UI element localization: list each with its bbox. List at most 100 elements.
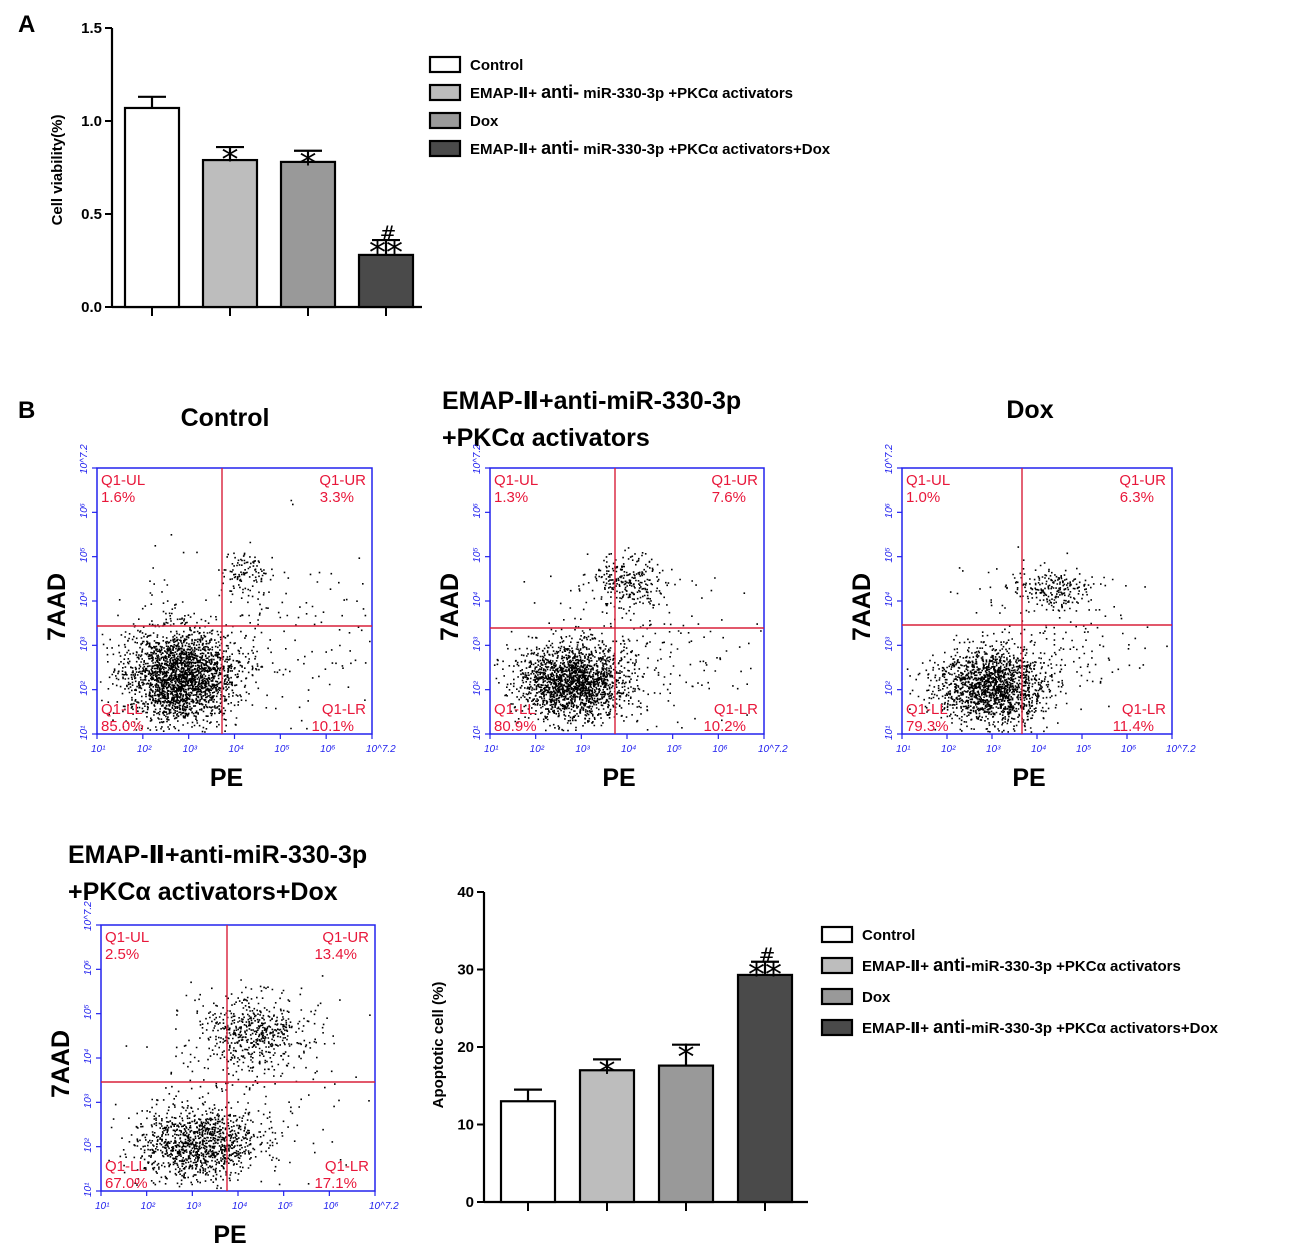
quadrant-lr-value: 17.1%: [314, 1175, 357, 1192]
quadrant-ur-name: Q1-UR: [1119, 472, 1166, 489]
legend-swatch: [820, 1018, 854, 1037]
legend-label: Dox: [862, 989, 891, 1006]
legend-swatch: [428, 139, 462, 158]
quadrant-ul-value: 2.5%: [105, 946, 139, 963]
quadrant-lr-name: Q1-LR: [322, 701, 366, 718]
legend-label: EMAP-Ⅱ+ anti- miR-330-3p +PKCα activator…: [470, 82, 793, 102]
x-tick-label: 10⁵: [274, 744, 289, 755]
y-tick-label: 40: [457, 884, 474, 901]
x-tick-label: 10^7.2: [366, 744, 396, 755]
quadrant-ll-value: 79.3%: [906, 718, 949, 735]
x-tick-label: 10⁴: [621, 744, 636, 755]
quadrant-ul-name: Q1-UL: [494, 472, 538, 489]
y-tick-label: 20: [457, 1039, 474, 1056]
significance-stars: **: [369, 233, 403, 273]
y-tick-label: 10^7.2: [79, 444, 90, 474]
bar: [736, 973, 794, 1204]
x-tick-label: 10⁴: [232, 1201, 247, 1212]
quadrant-ul-value: 1.3%: [494, 489, 528, 506]
y-tick-label: 10²: [472, 681, 483, 696]
legend-label: Control: [470, 57, 523, 74]
plot-frame: [96, 467, 373, 735]
x-tick-label: 10⁵: [1076, 744, 1091, 755]
bar: [123, 106, 181, 309]
quadrant-lr-value: 10.2%: [703, 718, 746, 735]
significance-stars: *: [300, 144, 317, 184]
apoptotic-y-axis-label: Apoptotic cell (%): [430, 982, 447, 1109]
quadrant-ur-name: Q1-UR: [322, 929, 369, 946]
x-tick-label: 10³: [183, 744, 198, 755]
quadrant-ll-name: Q1-LL: [101, 701, 143, 718]
y-tick-label: 10⁴: [472, 592, 483, 607]
y-axis-label: 7AAD: [436, 573, 464, 641]
scatter-points: [906, 546, 1168, 733]
cell-viability-chart: Cell viability(%) 0.00.51.01.5* ***#Contr…: [49, 20, 831, 316]
x-tick-label: 10⁴: [229, 744, 244, 755]
y-tick-label: 10: [457, 1117, 474, 1134]
flow1-title: Control: [181, 404, 270, 432]
scatter-points: [99, 499, 371, 733]
quadrant-lr-name: Q1-LR: [714, 701, 758, 718]
significance-hash: #: [759, 943, 776, 967]
quadrant-ul-name: Q1-UL: [105, 929, 149, 946]
x-tick-label: 10^7.2: [1166, 744, 1196, 755]
quadrant-ll-value: 67.0%: [105, 1175, 148, 1192]
y-tick-label: 1.5: [81, 20, 102, 37]
quadrant-ul-name: Q1-UL: [906, 472, 950, 489]
y-tick-label: 10⁶: [472, 503, 483, 518]
y-tick-label: 10¹: [83, 1182, 94, 1197]
significance-stars: *: [222, 140, 239, 180]
legend-swatch: [820, 925, 854, 944]
x-tick-label: 10⁶: [320, 744, 335, 755]
y-tick-label: 0.0: [81, 299, 102, 316]
y-tick-label: 0.5: [81, 206, 102, 223]
y-tick-label: 1.0: [81, 113, 102, 130]
x-tick-label: 10¹: [484, 744, 499, 755]
x-tick-label: 10⁶: [712, 744, 727, 755]
legend-label: EMAP-Ⅱ+ anti-miR-330-3p +PKCα activators: [862, 955, 1181, 975]
bar: [499, 1100, 557, 1204]
flow2-title-line1: EMAP-Ⅱ+anti-miR-330-3p: [442, 387, 741, 415]
quadrant-lr-value: 10.1%: [311, 718, 354, 735]
y-tick-label: 10⁴: [79, 592, 90, 607]
y-tick-label: 10⁶: [83, 960, 94, 975]
x-tick-label: 10²: [530, 744, 545, 755]
significance-stars: *: [599, 1052, 616, 1092]
y-tick-label: 0: [466, 1194, 474, 1211]
y-tick-label: 10⁵: [79, 547, 90, 562]
y-axis-label: 7AAD: [43, 573, 71, 641]
y-tick-label: 10¹: [472, 725, 483, 740]
quadrant-lr-name: Q1-LR: [1122, 701, 1166, 718]
bar: [201, 158, 259, 309]
y-tick-label: 10²: [79, 681, 90, 696]
x-tick-label: 10²: [141, 1201, 156, 1212]
quadrant-ll-value: 80.9%: [494, 718, 537, 735]
x-tick-label: 10³: [575, 744, 590, 755]
legend-label: EMAP-Ⅱ+ anti-miR-330-3p +PKCα activators…: [862, 1017, 1219, 1037]
x-tick-label: 10^7.2: [369, 1201, 399, 1212]
flow2-title-line2: +PKCα activators: [442, 424, 650, 452]
quadrant-ul-value: 1.6%: [101, 489, 135, 506]
quadrant-lr-name: Q1-LR: [325, 1158, 369, 1175]
legend-swatch: [428, 83, 462, 102]
legend-swatch: [820, 987, 854, 1006]
quadrant-lr-value: 11.4%: [1113, 718, 1154, 735]
x-tick-label: 10³: [186, 1201, 201, 1212]
y-tick-label: 10^7.2: [884, 444, 895, 474]
legend-label: Control: [862, 927, 915, 944]
x-tick-label: 10⁵: [667, 744, 682, 755]
viability-y-axis-label: Cell viability(%): [49, 115, 66, 226]
y-tick-label: 30: [457, 962, 474, 979]
x-axis-label: PE: [1012, 764, 1045, 792]
significance-stars: *: [678, 1038, 695, 1078]
y-tick-label: 10⁵: [83, 1004, 94, 1019]
y-axis-label: 7AAD: [47, 1030, 75, 1098]
y-axis-label: 7AAD: [848, 573, 876, 641]
scatter-points: [493, 547, 762, 732]
bar: [357, 253, 415, 309]
